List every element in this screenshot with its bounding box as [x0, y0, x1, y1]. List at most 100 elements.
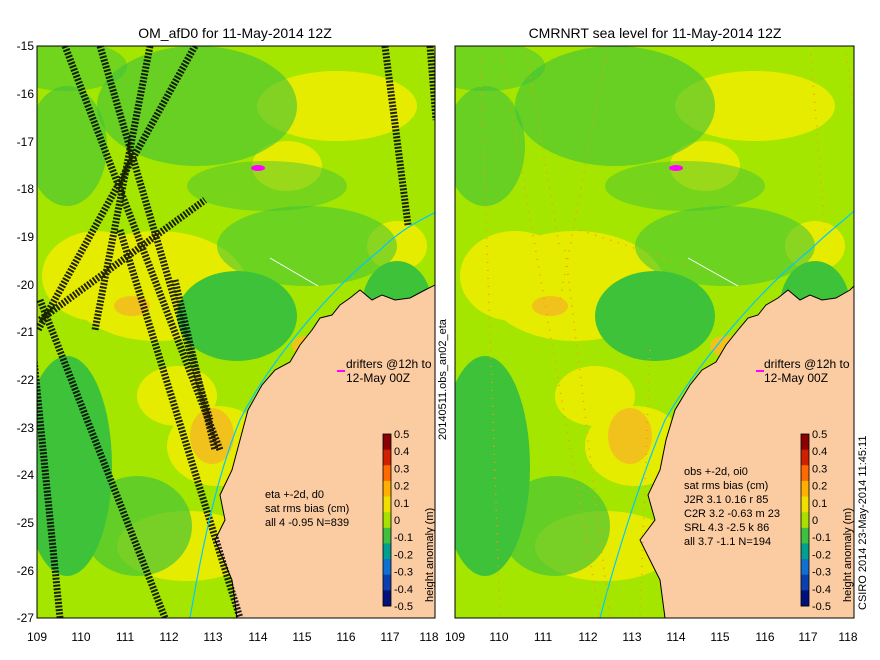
svg-text:-23: -23: [17, 421, 35, 435]
svg-text:113: 113: [622, 630, 641, 644]
svg-text:111: 111: [534, 630, 553, 644]
colorbar-swatch: [383, 574, 391, 591]
svg-text:sat rms bias (cm): sat rms bias (cm): [684, 480, 768, 492]
svg-text:109: 109: [445, 630, 465, 644]
left-satellite-tracks: [37, 46, 435, 618]
colorbar-tick: 0.5: [394, 429, 409, 441]
left-colorbar-label: height anomaly (m): [424, 508, 436, 602]
svg-text:112: 112: [578, 630, 597, 644]
colorbar-tick: -0.5: [812, 601, 831, 613]
colorbar-swatch: [383, 496, 391, 513]
svg-text:-26: -26: [17, 564, 35, 578]
svg-text:113: 113: [203, 630, 222, 644]
svg-text:obs +-2d, oi0: obs +-2d, oi0: [684, 466, 748, 478]
colorbar-swatch: [801, 512, 809, 529]
svg-text:118: 118: [838, 630, 857, 644]
left-side-label: 20140511.obs_an02_eta: [437, 318, 449, 440]
left-x-axis: 109 110 111 112 113 114 115 116 117 118: [27, 630, 439, 644]
right-drifter-label-2: 12-May 00Z: [764, 371, 828, 385]
colorbar-tick: 0.3: [812, 463, 827, 475]
right-stats-box: obs +-2d, oi0 sat rms bias (cm) J2R 3.1 …: [684, 466, 780, 548]
right-colorbar-label: height anomaly (m): [842, 508, 854, 602]
colorbar-swatch: [383, 480, 391, 498]
colorbar-tick: -0.1: [394, 532, 413, 544]
colorbar-swatch: [383, 543, 391, 560]
svg-text:-27: -27: [17, 611, 35, 625]
right-colorbar: 0.5 0.4 0.3 0.2 0.1 0 -0.1 -0.2 -0.3 -0.4 -0.5 hei…: [800, 429, 854, 613]
colorbar-swatch: [383, 590, 391, 607]
left-colorbar: 0.5 0.4 0.3 0.2 0.1 0 -0.1 -0.2 -0.3 -0.4 -0.5 hei…: [382, 429, 436, 613]
svg-text:-16: -16: [17, 87, 35, 101]
svg-text:-21: -21: [17, 325, 35, 339]
colorbar-tick: 0.1: [394, 498, 409, 510]
right-obs-tracks: [479, 46, 854, 618]
svg-text:110: 110: [489, 630, 508, 644]
colorbar-swatch: [801, 574, 809, 591]
right-drifter-label-1: drifters @12h to: [764, 357, 850, 371]
colorbar-tick: -0.3: [812, 567, 831, 579]
svg-text:118: 118: [419, 630, 438, 644]
svg-text:117: 117: [380, 630, 399, 644]
colorbar-tick: -0.2: [394, 549, 413, 561]
left-drifter-label-1: drifters @12h to: [346, 357, 432, 371]
colorbar-swatch: [383, 449, 391, 466]
svg-text:115: 115: [710, 630, 729, 644]
left-y-axis: -15 -16 -17 -18 -19 -20 -21 -22 -23 -24 …: [17, 39, 35, 625]
colorbar-swatch: [801, 434, 809, 451]
colorbar-tick: -0.2: [812, 549, 831, 561]
svg-text:114: 114: [666, 630, 685, 644]
svg-text:116: 116: [336, 630, 355, 644]
svg-text:-15: -15: [17, 39, 35, 53]
colorbar-tick: 0: [394, 515, 400, 527]
colorbar-swatch: [801, 496, 809, 513]
right-x-axis: 109 110 111 112 113 114 115 116 117 118: [445, 630, 858, 644]
right-map-panel: CMRNRT sea level for 11-May-2014 12Z: [445, 25, 869, 644]
svg-text:117: 117: [798, 630, 817, 644]
colorbar-tick: 0.2: [812, 481, 827, 493]
svg-text:115: 115: [292, 630, 311, 644]
colorbar-tick: -0.4: [394, 584, 413, 596]
colorbar-tick: 0.4: [394, 446, 409, 458]
svg-text:110: 110: [71, 630, 90, 644]
svg-text:-19: -19: [17, 230, 35, 244]
left-stats-box: eta +-2d, d0 sat rms bias (cm) all 4 -0.…: [265, 489, 349, 529]
right-land: [639, 285, 854, 618]
colorbar-tick: -0.5: [394, 601, 413, 613]
colorbar-swatch: [383, 559, 391, 576]
svg-text:112: 112: [159, 630, 178, 644]
colorbar-tick: 0.5: [812, 429, 827, 441]
colorbar-swatch: [383, 465, 391, 482]
svg-text:all 4 -0.95 N=839: all 4 -0.95 N=839: [265, 517, 349, 529]
colorbar-swatch: [801, 543, 809, 560]
svg-text:SRL 4.3 -2.5 k 86: SRL 4.3 -2.5 k 86: [684, 522, 769, 534]
svg-text:-20: -20: [17, 278, 35, 292]
colorbar-swatch: [801, 559, 809, 576]
colorbar-tick: 0.4: [812, 446, 827, 458]
colorbar-tick: -0.3: [394, 567, 413, 579]
colorbar-swatch: [801, 590, 809, 607]
svg-text:-18: -18: [17, 182, 35, 196]
svg-text:109: 109: [27, 630, 47, 644]
svg-text:116: 116: [755, 630, 774, 644]
left-land: [214, 284, 435, 618]
colorbar-swatch: [801, 527, 809, 544]
svg-text:J2R 3.1 0.16 r 85: J2R 3.1 0.16 r 85: [684, 494, 768, 506]
colorbar-swatch: [383, 512, 391, 529]
colorbar-swatch: [801, 480, 809, 498]
colorbar-tick: 0.1: [812, 498, 827, 510]
svg-text:114: 114: [248, 630, 267, 644]
colorbar-tick: -0.1: [812, 532, 831, 544]
svg-text:-25: -25: [17, 516, 35, 530]
colorbar-tick: 0: [812, 515, 818, 527]
credit-label: CSIRO 2014 23-May-2014 11:45:11: [857, 436, 869, 610]
svg-text:eta +-2d, d0: eta +-2d, d0: [265, 489, 324, 501]
colorbar-swatch: [801, 465, 809, 482]
svg-text:C2R 3.2 -0.63 m 23: C2R 3.2 -0.63 m 23: [684, 508, 780, 520]
svg-text:-17: -17: [17, 135, 35, 149]
svg-text:-24: -24: [17, 468, 35, 482]
svg-text:111: 111: [116, 630, 135, 644]
svg-text:all 3.7 -1.1 N=194: all 3.7 -1.1 N=194: [684, 536, 771, 548]
left-map-panel: OM_afD0 for 11-May-2014 12Z: [17, 25, 449, 644]
colorbar-swatch: [383, 527, 391, 544]
